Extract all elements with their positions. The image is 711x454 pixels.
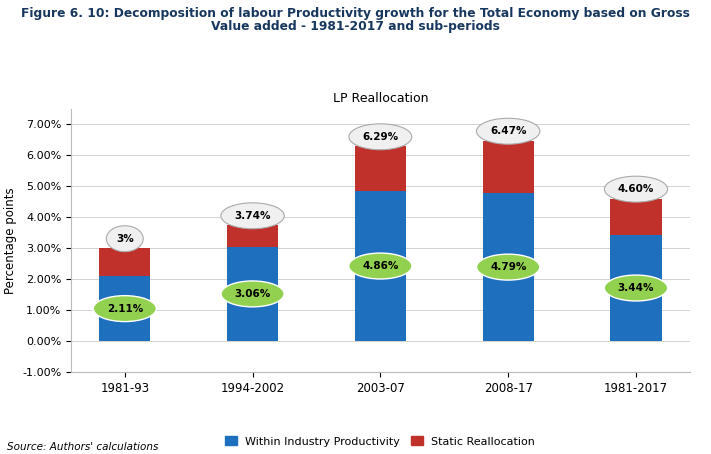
Bar xyxy=(227,247,278,341)
Text: 3.06%: 3.06% xyxy=(235,289,271,299)
Title: LP Reallocation: LP Reallocation xyxy=(333,92,428,105)
Text: 2.11%: 2.11% xyxy=(107,304,143,314)
Bar xyxy=(483,141,534,193)
Bar xyxy=(611,199,661,235)
Bar xyxy=(611,235,661,341)
Text: 4.60%: 4.60% xyxy=(618,184,654,194)
Text: 3.44%: 3.44% xyxy=(618,283,654,293)
Text: Value added - 1981-2017 and sub-periods: Value added - 1981-2017 and sub-periods xyxy=(211,20,500,34)
Text: 4.79%: 4.79% xyxy=(490,262,526,272)
Text: 3%: 3% xyxy=(116,234,134,244)
Text: Figure 6. 10: Decomposition of labour Productivity growth for the Total Economy : Figure 6. 10: Decomposition of labour Pr… xyxy=(21,7,690,20)
Bar xyxy=(355,191,406,341)
Bar xyxy=(483,193,534,341)
Y-axis label: Percentage points: Percentage points xyxy=(4,188,16,294)
Bar xyxy=(100,248,150,276)
Text: 4.86%: 4.86% xyxy=(362,261,399,271)
Text: 6.29%: 6.29% xyxy=(363,132,398,142)
Bar xyxy=(355,147,406,191)
Legend: Within Industry Productivity, Static Reallocation: Within Industry Productivity, Static Rea… xyxy=(221,432,540,451)
Text: Source: Authors' calculations: Source: Authors' calculations xyxy=(7,442,159,452)
Text: 3.74%: 3.74% xyxy=(235,211,271,221)
Bar xyxy=(227,226,278,247)
Text: 6.47%: 6.47% xyxy=(490,126,526,136)
Bar xyxy=(100,276,150,341)
